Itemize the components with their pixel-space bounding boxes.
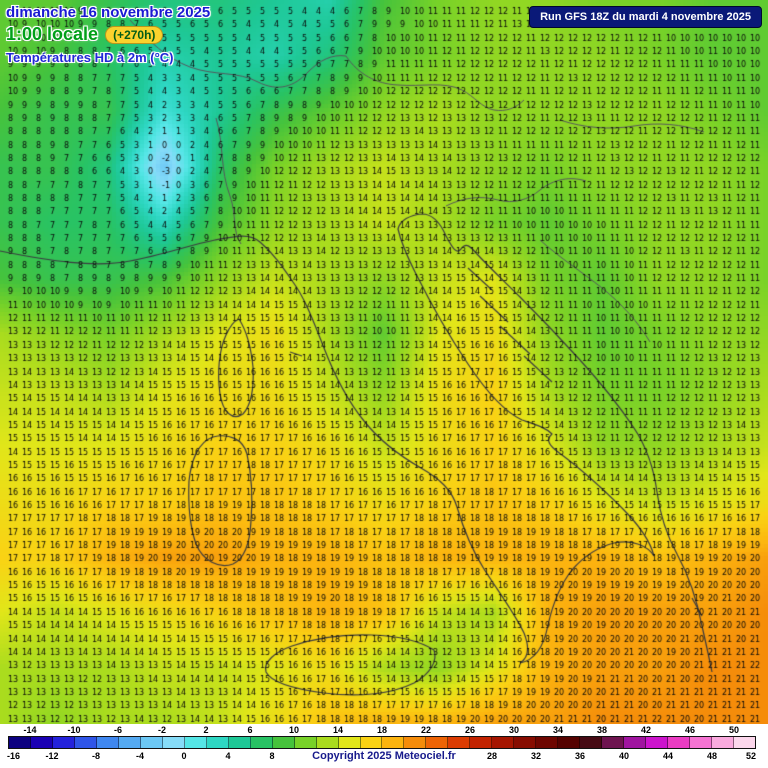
scale-tick-label: -4 (135, 751, 145, 761)
scale-tick-label: 34 (552, 725, 564, 735)
scale-tick-label: -16 (7, 751, 21, 761)
scale-tick-label: 4 (225, 751, 231, 761)
scale-segment (140, 737, 163, 748)
scale-tick-label: 32 (530, 751, 542, 761)
scale-segment (448, 737, 471, 748)
scale-tick-label: -8 (91, 751, 101, 761)
scale-tick-label: -6 (113, 725, 123, 735)
scale-tick-label: 30 (508, 725, 520, 735)
scale-tick-label: 22 (420, 725, 432, 735)
scale-tick-label: 6 (247, 725, 253, 735)
scale-segment (360, 737, 383, 748)
scale-segment (228, 737, 251, 748)
scale-tick-label: 50 (728, 725, 740, 735)
scale-tick-label: 48 (706, 751, 718, 761)
scale-segment (580, 737, 603, 748)
scale-segment (536, 737, 559, 748)
scale-segment (514, 737, 537, 748)
scale-tick-label: 38 (596, 725, 608, 735)
scale-tick-label: 18 (376, 725, 388, 735)
scale-segment (382, 737, 405, 748)
scale-tick-label: 26 (464, 725, 476, 735)
scale-labels-top: -14 -10 -6 -2 2 6 10 14 18 22 26 30 34 38 42 46 50 (0, 725, 768, 735)
scale-segment (338, 737, 361, 748)
scale-tick-label: -12 (45, 751, 59, 761)
scale-tick-label: 40 (618, 751, 630, 761)
scale-segment (272, 737, 295, 748)
scale-tick-label: 10 (288, 725, 300, 735)
scale-segment (690, 737, 712, 748)
scale-tick-label: -10 (67, 725, 81, 735)
scale-segment (96, 737, 119, 748)
scale-segment (733, 737, 755, 748)
scale-segment (162, 737, 185, 748)
scale-tick-label: 0 (181, 751, 187, 761)
scale-bar (8, 736, 756, 749)
scale-tick-label: 28 (486, 751, 498, 761)
scale-segment (250, 737, 273, 748)
run-banner: Run GFS 18Z du mardi 4 novembre 2025 (529, 6, 762, 28)
scale-segment (712, 737, 734, 748)
scale-segment (30, 737, 53, 748)
temperature-map-canvas[interactable] (0, 0, 768, 724)
color-scale: -14 -10 -6 -2 2 6 10 14 18 22 26 30 34 38 42 46 50 -16 -1… (0, 724, 768, 768)
scale-tick-label: 52 (745, 751, 756, 761)
scale-segment (74, 737, 97, 748)
scale-segment (294, 737, 317, 748)
scale-segment (9, 737, 31, 748)
scale-segment (668, 737, 691, 748)
scale-segment (470, 737, 493, 748)
scale-segment (624, 737, 647, 748)
scale-segment (492, 737, 515, 748)
scale-segment (602, 737, 625, 748)
scale-segment (184, 737, 207, 748)
scale-segment (404, 737, 427, 748)
scale-tick-label: 8 (269, 751, 275, 761)
scale-tick-label: 44 (662, 751, 674, 761)
scale-tick-label: 36 (574, 751, 586, 761)
scale-tick-label: 42 (640, 725, 652, 735)
scale-segment (426, 737, 449, 748)
scale-segment (646, 737, 669, 748)
scale-segment (316, 737, 339, 748)
scale-tick-label: 2 (203, 725, 209, 735)
scale-segment (206, 737, 229, 748)
scale-segment (118, 737, 141, 748)
scale-tick-label: -2 (157, 725, 167, 735)
scale-tick-label: 46 (684, 725, 696, 735)
scale-tick-label: -14 (23, 725, 37, 735)
scale-segment (558, 737, 581, 748)
scale-segment (52, 737, 75, 748)
scale-tick-label: 14 (332, 725, 344, 735)
copyright: Copyright 2025 Meteociel.fr (307, 750, 461, 762)
